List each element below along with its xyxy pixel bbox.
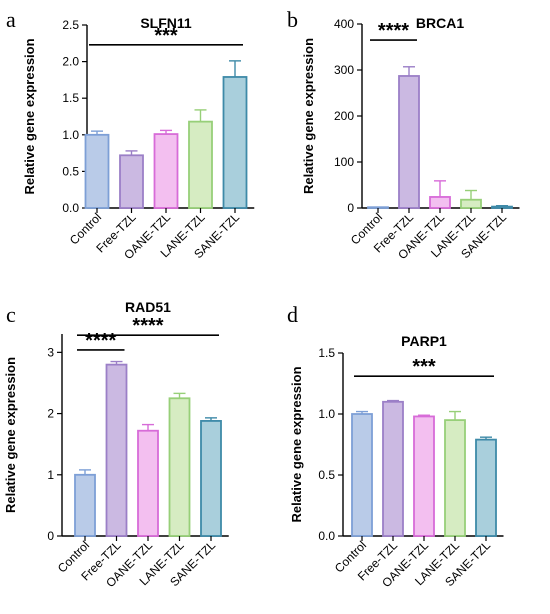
bar-sane-tzl — [200, 420, 222, 537]
y-axis-label: Relative gene expression — [289, 366, 304, 522]
y-tick-label: 0.5 — [62, 164, 79, 178]
significance-stars: **** — [378, 20, 409, 42]
y-tick-label: 1.0 — [318, 407, 335, 421]
bar-free-tzl — [398, 75, 420, 209]
bar-sane-tzl — [222, 76, 248, 209]
y-tick-label: 300 — [334, 63, 354, 77]
chart-title: RAD51 — [125, 299, 171, 315]
bar-control — [84, 133, 110, 209]
bar-oane-tzl — [153, 133, 179, 209]
bar-oane-tzl — [429, 196, 451, 209]
chart-title: BRCA1 — [416, 15, 464, 31]
bar-free-tzl — [382, 400, 404, 537]
y-tick-label: 0.0 — [318, 529, 335, 543]
significance-stars: *** — [412, 356, 436, 378]
y-tick-label: 0.5 — [318, 468, 335, 482]
significance-stars: *** — [154, 25, 178, 47]
y-axis-label: Relative gene expression — [3, 357, 18, 513]
y-tick-label: 0.0 — [62, 201, 79, 215]
significance-stars: **** — [85, 330, 116, 352]
y-tick-label: 2.0 — [62, 55, 79, 69]
y-tick-label: 100 — [334, 155, 354, 169]
bar-oane-tzl — [413, 415, 435, 537]
y-tick-label: 2.5 — [62, 18, 79, 32]
bar-control — [351, 413, 373, 537]
bar-free-tzl — [105, 363, 128, 537]
y-tick-label: 1.0 — [62, 128, 79, 142]
y-axis-label: Relative gene expression — [301, 38, 316, 194]
bar-lane-tzl — [168, 397, 191, 537]
y-tick-label: 200 — [334, 109, 354, 123]
bar-lane-tzl — [444, 419, 466, 537]
bar-sane-tzl — [475, 438, 497, 537]
panel-letter: d — [287, 302, 298, 327]
panel-d: d PARP1 Relative gene expression 0.0 0.5 1.0 1… — [287, 302, 504, 590]
chart-title: PARP1 — [401, 333, 447, 349]
bar-control — [74, 473, 96, 537]
y-tick-label: 1 — [47, 468, 54, 482]
y-tick-label: 1.5 — [62, 91, 79, 105]
y-tick-label: 1.5 — [318, 346, 335, 360]
bar-control — [367, 206, 389, 209]
panel-letter: c — [6, 302, 16, 327]
y-tick-label: 3 — [47, 345, 54, 359]
bar-lane-tzl — [188, 120, 213, 209]
panel-b: b BRCA1 Relative gene expression 0 100 200 300… — [287, 7, 520, 262]
panel-a: a SLFN11 Relative gene expression 0.0 0.5 1.0… — [6, 7, 255, 262]
y-tick-label: 0 — [47, 529, 54, 543]
y-tick-label: 0 — [347, 201, 354, 215]
y-axis-label: Relative gene expression — [22, 38, 37, 194]
bar-free-tzl — [119, 154, 144, 209]
significance-stars: **** — [132, 315, 163, 337]
y-tick-label: 2 — [47, 407, 54, 421]
panel-letter: a — [6, 7, 16, 32]
bar-sane-tzl — [491, 205, 513, 209]
bar-oane-tzl — [137, 429, 159, 537]
panel-letter: b — [287, 7, 298, 32]
chart-title: SLFN11 — [140, 15, 192, 31]
y-tick-label: 400 — [334, 17, 354, 31]
bar-lane-tzl — [460, 198, 482, 209]
